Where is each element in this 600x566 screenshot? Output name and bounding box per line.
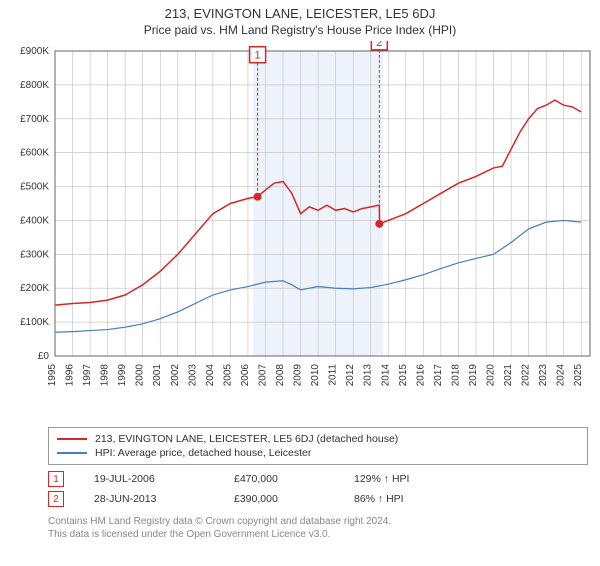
svg-text:£800K: £800K [20, 80, 49, 91]
svg-text:£100K: £100K [20, 317, 49, 328]
license-line: Contains HM Land Registry data © Crown c… [48, 515, 588, 528]
svg-text:2020: 2020 [486, 364, 497, 387]
sale-date: 28-JUN-2013 [94, 493, 204, 505]
svg-text:2010: 2010 [310, 364, 321, 387]
svg-text:1998: 1998 [100, 364, 111, 387]
legend-row: 213, EVINGTON LANE, LEICESTER, LE5 6DJ (… [57, 432, 579, 446]
svg-text:2004: 2004 [205, 364, 216, 387]
legend-label: 213, EVINGTON LANE, LEICESTER, LE5 6DJ (… [95, 433, 398, 445]
svg-text:2014: 2014 [380, 364, 391, 387]
svg-text:2000: 2000 [135, 364, 146, 387]
legend-label: HPI: Average price, detached house, Leic… [95, 447, 311, 459]
legend-swatch [57, 438, 87, 440]
svg-text:2015: 2015 [398, 364, 409, 387]
sale-marker-dot [254, 193, 262, 201]
sale-marker-dot [375, 220, 383, 228]
sale-hpi: 129% ↑ HPI [354, 473, 409, 485]
sale-marker-ref: 1 [48, 471, 64, 487]
license-text: Contains HM Land Registry data © Crown c… [48, 515, 588, 541]
svg-text:2024: 2024 [556, 364, 567, 387]
svg-text:2022: 2022 [521, 364, 532, 387]
legend: 213, EVINGTON LANE, LEICESTER, LE5 6DJ (… [48, 427, 588, 465]
svg-text:1: 1 [255, 50, 261, 62]
svg-text:2002: 2002 [170, 364, 181, 387]
sale-price: £390,000 [234, 493, 324, 505]
svg-text:1997: 1997 [82, 364, 93, 387]
sale-marker-ref: 2 [48, 491, 64, 507]
svg-text:£700K: £700K [20, 114, 49, 125]
svg-text:2009: 2009 [293, 364, 304, 387]
svg-text:2003: 2003 [187, 364, 198, 387]
svg-text:2016: 2016 [415, 364, 426, 387]
svg-text:2025: 2025 [573, 364, 584, 387]
svg-text:1996: 1996 [65, 364, 76, 387]
svg-text:£500K: £500K [20, 182, 49, 193]
page-title: 213, EVINGTON LANE, LEICESTER, LE5 6DJ [0, 6, 600, 21]
svg-text:2001: 2001 [152, 364, 163, 387]
svg-text:£0: £0 [38, 351, 50, 362]
svg-text:1999: 1999 [117, 364, 128, 387]
svg-text:2011: 2011 [328, 364, 339, 386]
svg-text:2023: 2023 [538, 364, 549, 387]
svg-text:2021: 2021 [503, 364, 514, 387]
sales-table: 1 19-JUL-2006 £470,000 129% ↑ HPI 2 28-JUN-20… [48, 469, 588, 509]
svg-text:2013: 2013 [363, 364, 374, 387]
svg-text:£200K: £200K [20, 283, 49, 294]
svg-text:2017: 2017 [433, 364, 444, 387]
sales-row: 1 19-JUL-2006 £470,000 129% ↑ HPI [48, 469, 588, 489]
svg-text:2018: 2018 [450, 364, 461, 387]
svg-text:£600K: £600K [20, 148, 49, 159]
svg-text:£900K: £900K [20, 46, 49, 57]
svg-text:2012: 2012 [345, 364, 356, 387]
sale-date: 19-JUL-2006 [94, 473, 204, 485]
svg-text:2019: 2019 [468, 364, 479, 387]
svg-text:£300K: £300K [20, 249, 49, 260]
svg-text:£400K: £400K [20, 215, 49, 226]
legend-row: HPI: Average price, detached house, Leic… [57, 446, 579, 460]
sale-hpi: 86% ↑ HPI [354, 493, 404, 505]
sales-row: 2 28-JUN-2013 £390,000 86% ↑ HPI [48, 489, 588, 509]
svg-text:2008: 2008 [275, 364, 286, 387]
svg-text:2: 2 [376, 41, 382, 49]
page-subtitle: Price paid vs. HM Land Registry's House … [0, 23, 600, 37]
svg-text:2006: 2006 [240, 364, 251, 387]
svg-text:1995: 1995 [47, 364, 58, 387]
license-line: This data is licensed under the Open Gov… [48, 528, 588, 541]
legend-swatch [57, 452, 87, 454]
sale-price: £470,000 [234, 473, 324, 485]
svg-text:2005: 2005 [222, 364, 233, 387]
price-chart: £0 £100K £200K £300K £400K £500K £600K £700K £80… [0, 41, 600, 421]
svg-text:2007: 2007 [257, 364, 268, 387]
